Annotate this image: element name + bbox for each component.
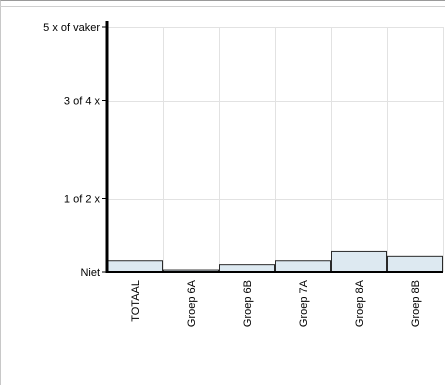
bar-groep-8b [387, 255, 443, 272]
bar-layer [107, 250, 443, 273]
y-tick-label: 1 of 2 x [64, 194, 101, 206]
axis-layer [105, 21, 443, 273]
chart-top-border [0, 6, 445, 7]
y-tick-label: 5 x of vaker [43, 22, 100, 34]
x-tick-label: Groep 6A [186, 279, 198, 327]
x-tick-label: TOTAAL [130, 280, 142, 322]
bar-groep-6b [219, 264, 275, 273]
bar-groep-8a [331, 250, 387, 272]
x-tick-label: Groep 8A [354, 279, 366, 327]
bar-totaal [107, 260, 163, 272]
x-tick-labels: TOTAAL Groep 6A Groep 6B Groep 7A Groep 8A Gr… [130, 279, 422, 327]
y-tick-labels: Niet 1 of 2 x 3 of 4 x 5 x of vaker [43, 22, 107, 279]
y-tick-label: Niet [80, 267, 100, 279]
x-tick-label: Groep 6B [242, 280, 254, 327]
x-tick-label: Groep 7A [298, 279, 310, 327]
y-tick-label: 3 of 4 x [64, 96, 101, 108]
grid-layer [107, 27, 444, 272]
bar-groep-7a [275, 260, 331, 272]
x-tick-label: Groep 8B [410, 280, 422, 327]
